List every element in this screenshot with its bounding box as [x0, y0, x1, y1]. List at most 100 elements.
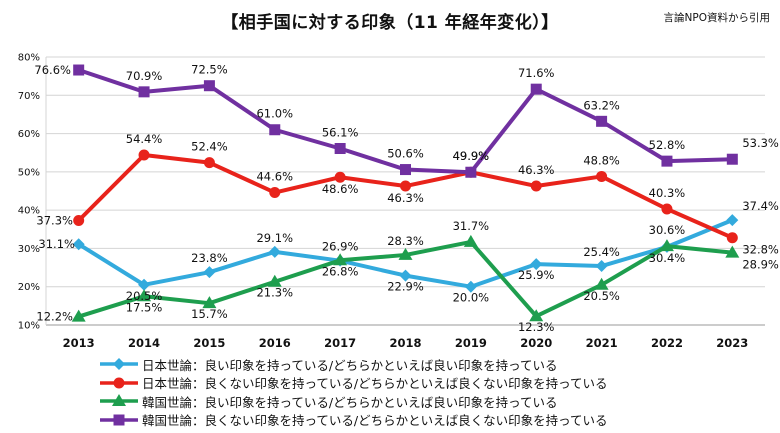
data-label: 21.3%: [256, 286, 293, 300]
data-label: 70.9%: [126, 69, 163, 83]
data-label: 37.4%: [742, 199, 779, 213]
data-label: 25.4%: [583, 245, 620, 259]
data-label: 15.7%: [191, 307, 228, 321]
legend-item: 日本世論：良い印象を持っている/どちらかといえば良い印象を持っている: [98, 355, 607, 374]
data-label: 30.4%: [649, 251, 686, 265]
data-label: 53.3%: [742, 136, 779, 150]
data-labels: 31.1% 20.5% 23.8% 29.1% 26.8% 22.9% 20.0% 25.9%…: [34, 63, 779, 334]
legend-label: 韓国世論：良い印象を持っている/どちらかといえば良い印象を持っている: [142, 394, 558, 410]
y-tick-label: 70%: [18, 91, 40, 102]
square-marker: [530, 83, 542, 95]
diamond-marker: [530, 258, 543, 271]
source-note: 言論NPO資料から引用: [663, 12, 770, 24]
triangle-marker: [137, 289, 152, 302]
data-label: 20.5%: [126, 289, 163, 303]
x-tick-label: 2021: [586, 336, 618, 350]
data-label: 17.5%: [126, 300, 163, 314]
y-tick-label: 60%: [18, 129, 40, 140]
data-label: 49.9%: [453, 149, 490, 163]
legend-swatch: [100, 377, 138, 389]
y-tick-label: 30%: [18, 244, 40, 255]
data-label: 72.5%: [191, 63, 228, 77]
square-marker: [596, 115, 608, 127]
circle-marker: [726, 232, 738, 244]
triangle-marker: [267, 274, 282, 287]
square-marker: [73, 64, 85, 76]
data-label: 61.0%: [256, 107, 293, 121]
x-tick-label: 2017: [324, 336, 356, 350]
legend-item: 韓国世論：良くない印象を持っている/どちらかといえば良くない印象を持っている: [98, 411, 607, 430]
data-label: 20.5%: [583, 289, 620, 303]
circle-marker: [400, 180, 411, 192]
data-label: 50.6%: [387, 147, 424, 161]
square-marker: [726, 153, 738, 165]
square-marker: [661, 155, 673, 167]
data-label: 48.6%: [322, 182, 359, 196]
legend: 日本世論：良い印象を持っている/どちらかといえば良い印象を持っている日本世論：良…: [98, 355, 607, 429]
data-label: 52.8%: [649, 138, 686, 152]
legend-swatch: [100, 358, 138, 371]
data-label: 12.3%: [518, 320, 555, 334]
diamond-marker: [203, 266, 216, 279]
legend-item: 韓国世論：良い印象を持っている/どちらかといえば良い印象を持っている: [98, 392, 607, 411]
data-label: 30.6%: [649, 223, 686, 237]
triangle-marker: [202, 296, 217, 309]
x-tick-label: 2018: [389, 336, 421, 350]
legend-item: 日本世論：良くない印象を持っている/どちらかといえば良くない印象を持っている: [98, 374, 607, 393]
data-label: 22.9%: [387, 280, 424, 294]
data-label: 56.1%: [322, 126, 359, 140]
circle-marker: [113, 377, 125, 389]
data-label: 29.1%: [256, 231, 293, 245]
chart-title: 【相手国に対する印象（11 年経年変化）】: [221, 13, 559, 33]
data-label: 25.9%: [518, 268, 555, 282]
series-group: [71, 64, 740, 322]
diamond-marker: [72, 238, 85, 251]
square-marker: [113, 414, 125, 426]
data-label: 37.3%: [36, 213, 73, 227]
triangle-marker: [333, 253, 348, 266]
x-tick-label: 2023: [716, 336, 748, 350]
triangle-marker: [659, 239, 674, 252]
data-label: 63.2%: [583, 98, 620, 112]
x-tick-label: 2015: [193, 336, 225, 350]
y-axis-ticks: 10% 20% 30% 40% 50% 60% 70% 80%: [18, 53, 40, 332]
legend-label: 日本世論：良くない印象を持っている/どちらかといえば良くない印象を持っている: [142, 376, 608, 392]
triangle-marker: [725, 245, 740, 258]
square-marker: [269, 124, 281, 136]
data-label: 28.9%: [742, 258, 779, 272]
x-tick-label: 2014: [128, 336, 160, 350]
triangle-marker: [529, 309, 544, 322]
data-label: 76.6%: [34, 63, 71, 77]
legend-swatch: [100, 414, 138, 426]
triangle-marker: [463, 234, 478, 247]
circle-marker: [203, 157, 215, 169]
square-marker: [465, 166, 477, 178]
x-tick-label: 2022: [651, 336, 683, 350]
triangle-marker: [71, 309, 86, 322]
data-label: 46.3%: [518, 163, 555, 177]
data-label: 20.0%: [453, 291, 490, 305]
data-label: 23.8%: [191, 251, 228, 265]
series-3: [73, 64, 738, 178]
x-axis-ticks: 2013 2014 2015 2016 2017 2018 2019 2020 2021 2022…: [63, 336, 749, 350]
data-label: 44.6%: [256, 170, 293, 184]
y-tick-label: 80%: [18, 53, 40, 64]
diamond-marker: [595, 260, 608, 273]
data-label: 32.8%: [742, 243, 779, 257]
triangle-marker: [398, 247, 413, 260]
data-label: 28.3%: [387, 234, 424, 248]
data-label: 46.3%: [387, 191, 424, 205]
triangle-marker: [112, 394, 126, 407]
data-label: 31.7%: [453, 219, 490, 233]
diamond-marker: [726, 214, 739, 227]
data-label: 54.4%: [126, 132, 163, 146]
data-label: 71.6%: [518, 66, 555, 80]
data-label: 48.8%: [583, 153, 620, 167]
y-tick-label: 40%: [18, 206, 40, 217]
circle-marker: [73, 214, 85, 226]
y-tick-label: 50%: [18, 167, 40, 178]
data-label: 26.8%: [322, 265, 359, 279]
diamond-marker: [113, 358, 125, 371]
circle-marker: [138, 149, 150, 161]
